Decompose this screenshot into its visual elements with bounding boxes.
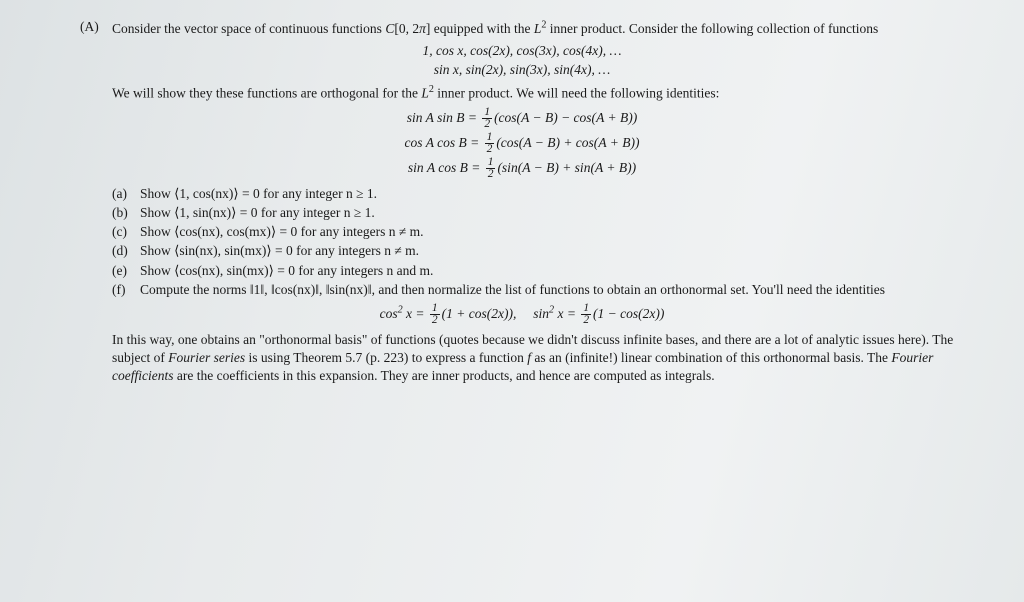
- subpart-label: (e): [112, 262, 140, 280]
- subpart-e: (e) Show ⟨cos(nx), sin(mx)⟩ = 0 for any …: [112, 262, 964, 280]
- function-list: 1, cos x, cos(2x), cos(3x), cos(4x), … s…: [80, 42, 964, 79]
- subpart-a: (a) Show ⟨1, cos(nx)⟩ = 0 for any intege…: [112, 185, 964, 203]
- function-row-2: sin x, sin(2x), sin(3x), sin(4x), …: [80, 61, 964, 79]
- intro-paragraph-2: We will show they these functions are or…: [112, 83, 964, 103]
- closing-paragraph: In this way, one obtains an "orthonormal…: [112, 331, 964, 386]
- subpart-text: Show ⟨sin(nx), sin(mx)⟩ = 0 for any inte…: [140, 242, 964, 260]
- page: (A)Consider the vector space of continuo…: [0, 0, 1024, 602]
- subpart-text: Show ⟨1, sin(nx)⟩ = 0 for any integer n …: [140, 204, 964, 222]
- subpart-label: (b): [112, 204, 140, 222]
- subpart-text: Show ⟨cos(nx), cos(mx)⟩ = 0 for any inte…: [140, 223, 964, 241]
- subpart-d: (d) Show ⟨sin(nx), sin(mx)⟩ = 0 for any …: [112, 242, 964, 260]
- subparts-list: (a) Show ⟨1, cos(nx)⟩ = 0 for any intege…: [112, 185, 964, 299]
- subpart-text: Compute the norms ‖1‖, ‖cos(nx)‖, ‖sin(n…: [140, 281, 964, 299]
- extra-identity: cos2 x = 12(1 + cos(2x)), sin2 x = 12(1 …: [80, 303, 964, 327]
- function-row-1: 1, cos x, cos(2x), cos(3x), cos(4x), …: [80, 42, 964, 60]
- subpart-label: (d): [112, 242, 140, 260]
- subpart-c: (c) Show ⟨cos(nx), cos(mx)⟩ = 0 for any …: [112, 223, 964, 241]
- subpart-b: (b) Show ⟨1, sin(nx)⟩ = 0 for any intege…: [112, 204, 964, 222]
- identity-block: sin A sin B = 12(cos(A − B) − cos(A + B)…: [80, 107, 964, 181]
- intro-paragraph-1: (A)Consider the vector space of continuo…: [112, 18, 964, 38]
- subpart-label: (c): [112, 223, 140, 241]
- section-label: (A): [80, 18, 112, 36]
- intro-text-1: Consider the vector space of continuous …: [112, 21, 878, 36]
- subpart-label: (a): [112, 185, 140, 203]
- subpart-label: (f): [112, 281, 140, 299]
- subpart-text: Show ⟨cos(nx), sin(mx)⟩ = 0 for any inte…: [140, 262, 964, 280]
- identity-1: sin A sin B = 12(cos(A − B) − cos(A + B)…: [80, 107, 964, 131]
- subpart-f: (f) Compute the norms ‖1‖, ‖cos(nx)‖, ‖s…: [112, 281, 964, 299]
- extra-identity-line: cos2 x = 12(1 + cos(2x)), sin2 x = 12(1 …: [80, 303, 964, 327]
- subpart-text: Show ⟨1, cos(nx)⟩ = 0 for any integer n …: [140, 185, 964, 203]
- identity-2: cos A cos B = 12(cos(A − B) + cos(A + B)…: [80, 132, 964, 156]
- identity-3: sin A cos B = 12(sin(A − B) + sin(A + B)…: [80, 157, 964, 181]
